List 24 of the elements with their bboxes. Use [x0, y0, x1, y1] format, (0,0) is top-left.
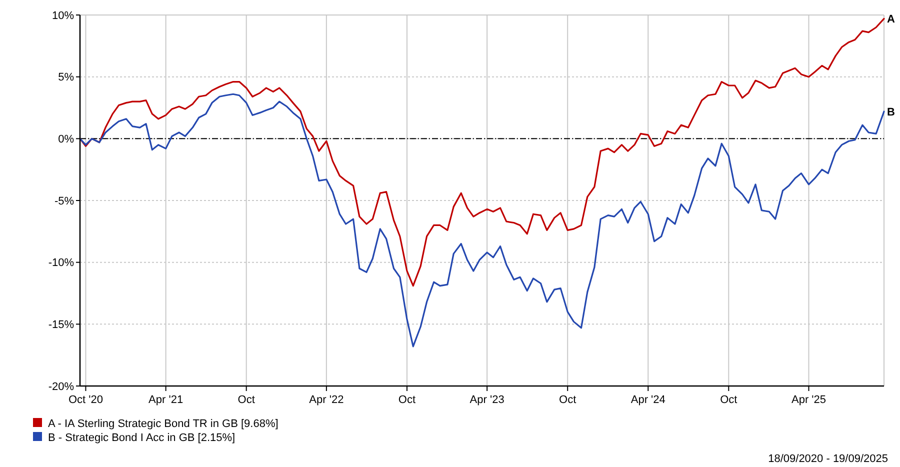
x-tick-label: Apr '24: [630, 394, 666, 406]
legend-label: A - IA Sterling Strategic Bond TR in GB [9.68%]: [48, 418, 278, 430]
line-series: [79, 93, 885, 348]
line-series: [79, 18, 885, 287]
legend-label: B - Strategic Bond I Acc in GB [2.15%]: [48, 432, 236, 444]
y-tick-label: -20%: [48, 380, 74, 393]
annotation: A: [887, 14, 895, 26]
x-tick-label: Oct '20: [68, 394, 103, 406]
annotation: B: [887, 106, 895, 118]
y-tick-label: -10%: [48, 257, 74, 270]
y-tick-label: -15%: [48, 319, 74, 332]
text: 18/09/2020 - 19/09/2025: [768, 453, 888, 465]
x-tick-label: Oct: [720, 394, 738, 406]
y-tick-label: 10%: [52, 10, 74, 22]
x-tick-label: Oct: [398, 394, 416, 406]
x-tick-label: Apr '23: [470, 394, 504, 406]
y-tick-label: 0%: [58, 134, 74, 146]
x-tick-label: Apr '21: [148, 394, 184, 406]
x-tick-label: Apr '25: [791, 394, 826, 406]
y-tick-label: 5%: [58, 72, 74, 84]
y-tick-label: -5%: [54, 195, 74, 208]
x-tick-label: Oct: [559, 394, 576, 406]
x-tick-label: Apr '22: [309, 394, 344, 406]
x-tick-label: Oct: [238, 394, 255, 406]
